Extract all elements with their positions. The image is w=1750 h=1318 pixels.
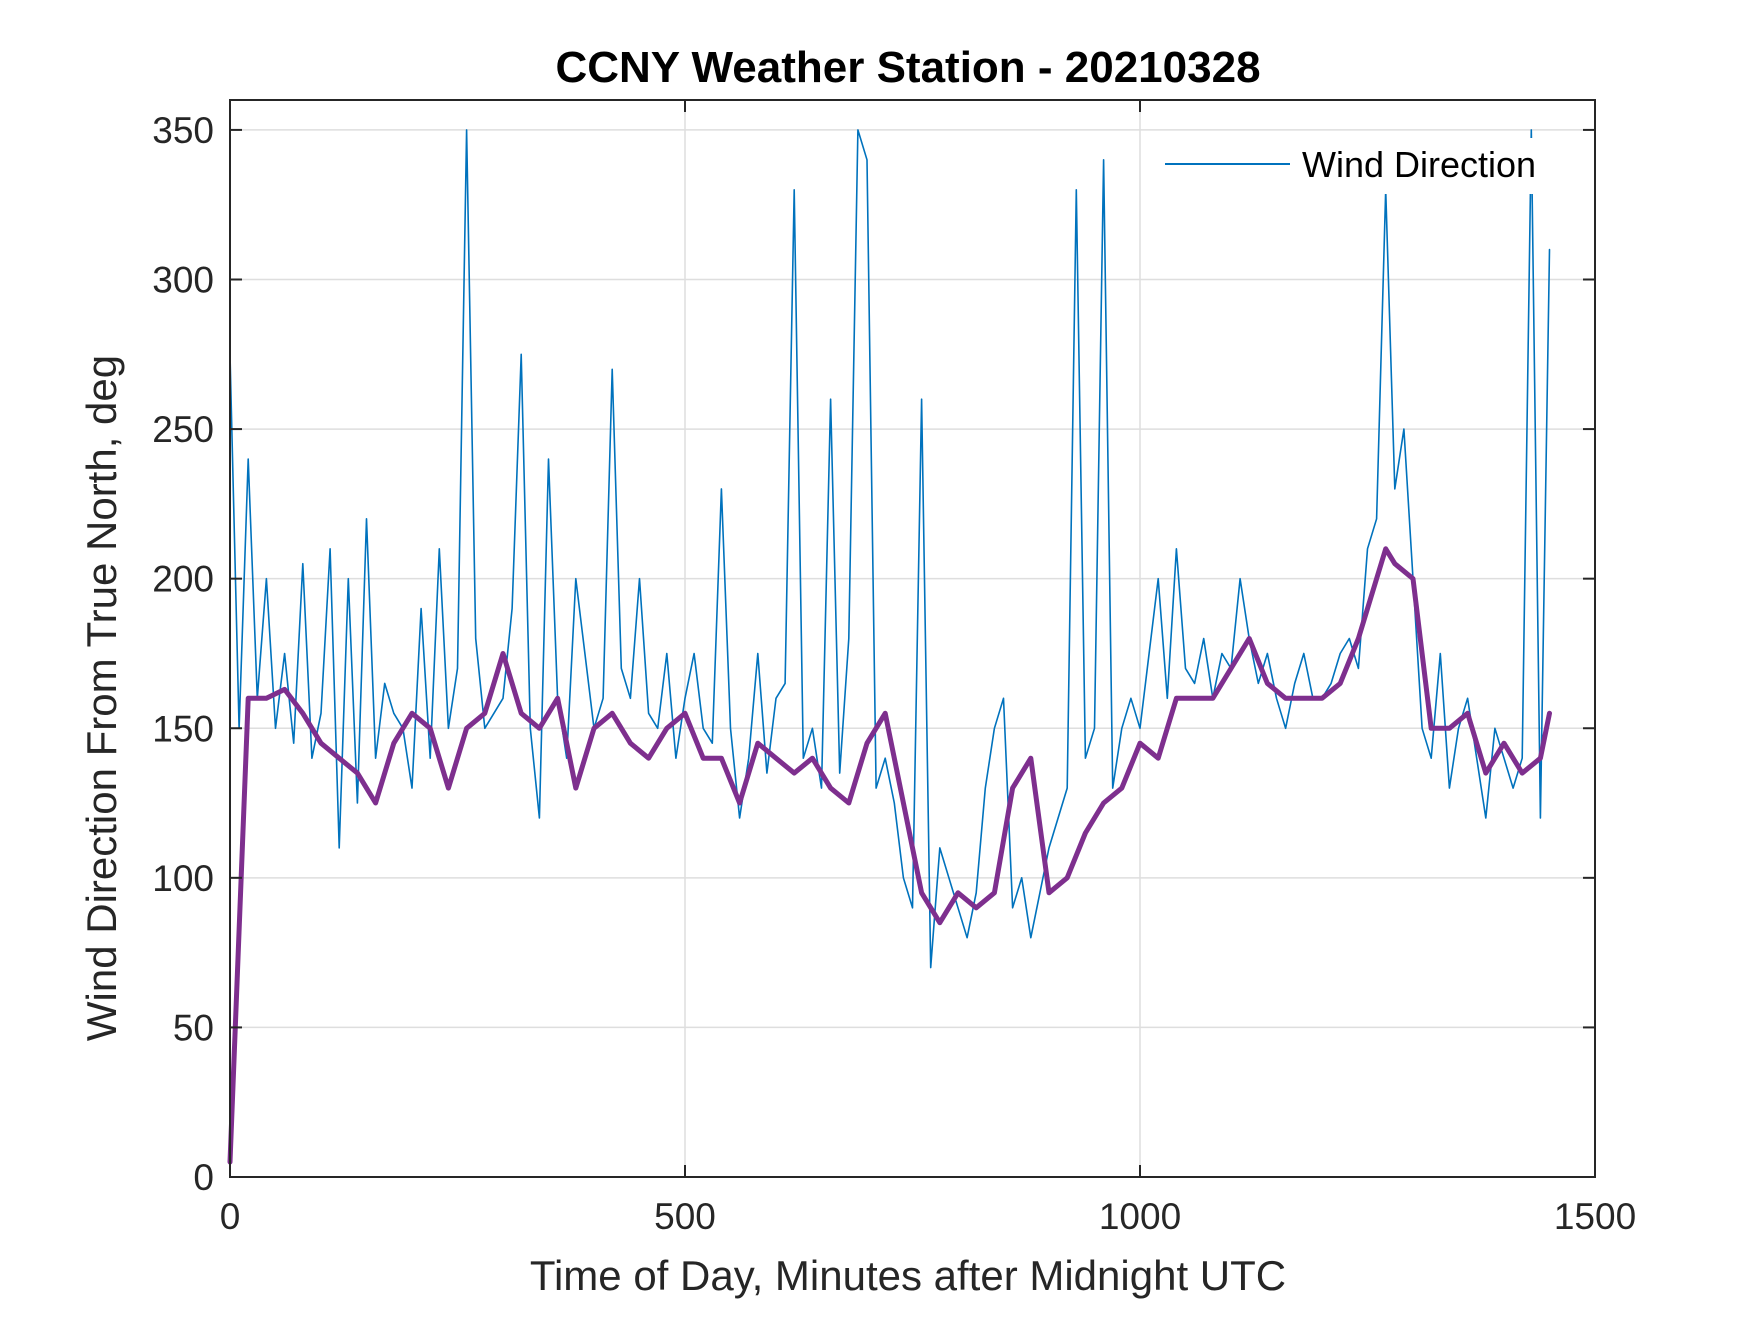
legend-entry-wind-direction: Wind Direction bbox=[1302, 144, 1536, 185]
legend: Wind Direction bbox=[1150, 138, 1550, 194]
y-tick-label: 200 bbox=[152, 559, 214, 600]
x-tick-label: 1500 bbox=[1554, 1196, 1636, 1237]
y-tick-label: 0 bbox=[193, 1157, 214, 1198]
y-tick-label: 100 bbox=[152, 858, 214, 899]
series-line-wind-direction bbox=[229, 129, 1551, 969]
chart-title: CCNY Weather Station - 20210328 bbox=[555, 43, 1260, 92]
y-tick-label: 150 bbox=[152, 708, 214, 749]
y-axis-label: Wind Direction From True North, deg bbox=[78, 355, 125, 1041]
plot-area-frame bbox=[229, 99, 1596, 1178]
x-axis-label: Time of Day, Minutes after Midnight UTC bbox=[530, 1252, 1286, 1299]
legend-background bbox=[1150, 138, 1550, 194]
y-tick-label: 50 bbox=[173, 1007, 214, 1048]
axis-ticks: 0 500 1000 1500 0 50 100 150 200 250 300 350 bbox=[152, 100, 1636, 1237]
y-tick-label: 300 bbox=[152, 260, 214, 301]
series-layer bbox=[227, 129, 1552, 1165]
y-tick-label: 250 bbox=[152, 409, 214, 450]
series-line-moving-average bbox=[227, 546, 1552, 1165]
x-tick-label: 1000 bbox=[1099, 1196, 1181, 1237]
y-tick-label: 350 bbox=[152, 110, 214, 151]
x-tick-label: 500 bbox=[654, 1196, 716, 1237]
x-tick-label: 0 bbox=[220, 1196, 241, 1237]
